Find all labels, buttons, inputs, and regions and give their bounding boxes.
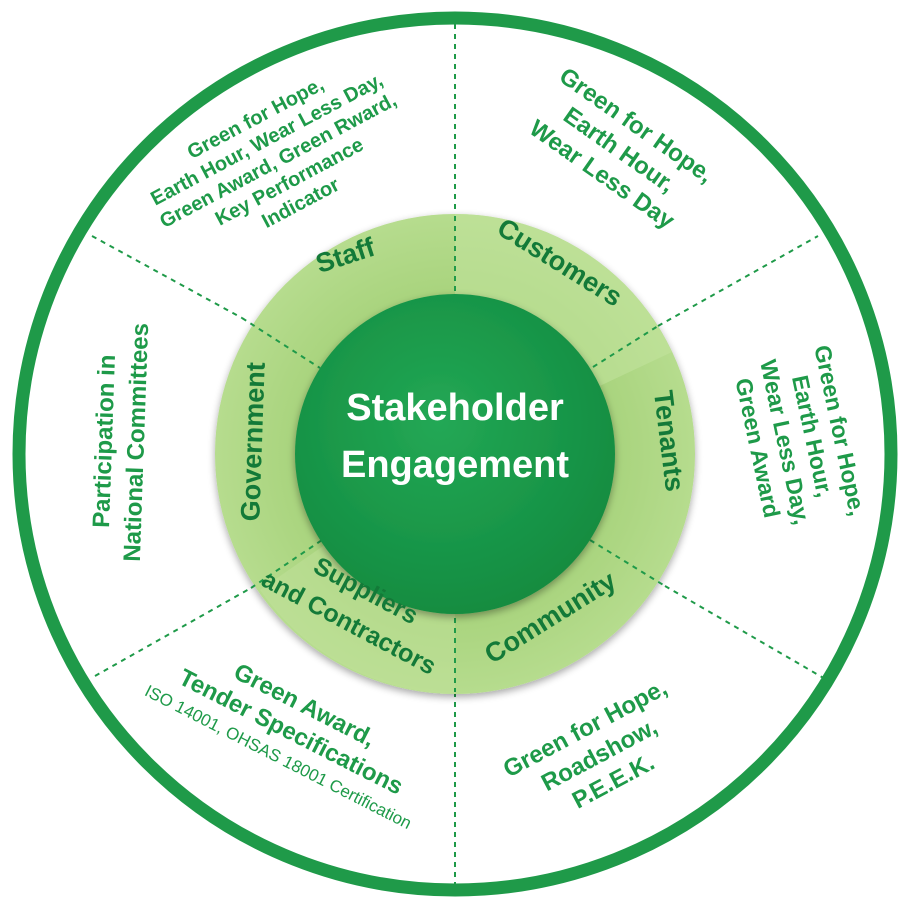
center-circle xyxy=(295,294,615,614)
stakeholder-government: Government xyxy=(235,362,271,522)
center-title-line2: Engagement xyxy=(341,444,569,486)
outer-dividers xyxy=(91,24,828,884)
middle-dividers xyxy=(241,216,666,692)
svg-text:Participation in: Participation in xyxy=(88,354,121,528)
center-title-line1: Stakeholder xyxy=(346,387,564,429)
